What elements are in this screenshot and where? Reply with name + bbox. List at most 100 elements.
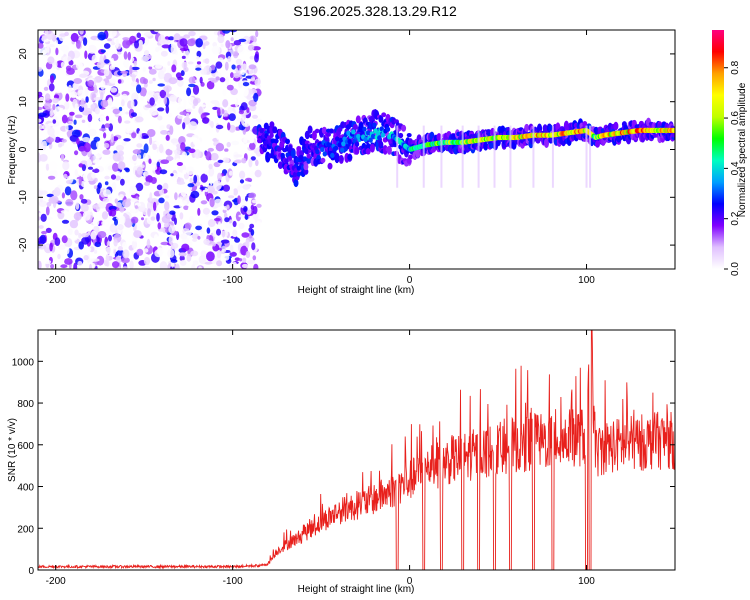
heatmap-noise-cell — [157, 70, 165, 80]
heatmap-noise-cell — [161, 44, 171, 49]
heatmap-noise-cell — [123, 59, 130, 68]
heatmap-noise-cell — [104, 123, 111, 128]
heatmap-noise-cell — [178, 115, 183, 120]
heatmap-noise-cell — [136, 143, 143, 148]
heatmap-noise-cell — [160, 125, 165, 130]
heatmap-noise-cell — [57, 166, 64, 171]
heatmap-noise-cell — [54, 136, 61, 143]
heatmap-noise-cell — [122, 241, 128, 249]
heatmap-noise-cell — [160, 50, 168, 57]
heatmap-noise-cell — [209, 132, 214, 138]
heatmap-noise-cell — [234, 154, 243, 158]
heatmap-noise-cell — [57, 253, 61, 260]
heatmap-halo-cell — [524, 123, 530, 132]
heatmap-noise-cell — [109, 208, 117, 217]
heatmap-noise-cell — [220, 230, 229, 238]
heatmap-noise-cell — [168, 36, 175, 41]
heatmap-noise-cell — [160, 241, 170, 246]
heatmap-noise-cell — [65, 93, 70, 102]
y-tick-label: 400 — [17, 483, 34, 494]
heatmap-noise-cell — [70, 32, 79, 42]
heatmap-noise-cell — [112, 152, 121, 162]
heatmap-noise-cell — [249, 133, 255, 137]
heatmap-noise-cell — [82, 211, 91, 221]
heatmap-noise-cell — [98, 201, 107, 209]
heatmap-x-ticks: -200 -100 0 100 — [46, 30, 595, 286]
heatmap-noise-cell — [187, 61, 194, 65]
heatmap-noise-cell — [73, 212, 82, 221]
heatmap-halo-cell — [314, 128, 320, 134]
heatmap-halo-cell — [369, 143, 375, 153]
colorbar-tick-label: 0.0 — [730, 262, 741, 276]
heatmap-noise-cell — [106, 85, 110, 92]
heatmap-noise-cell — [165, 134, 170, 141]
heatmap-noise-cell — [60, 61, 65, 68]
heatmap-noise-cell — [80, 180, 90, 188]
heatmap-halo-cell — [415, 149, 421, 159]
heatmap-noise-cell — [143, 97, 148, 106]
heatmap-streak — [422, 125, 425, 188]
heatmap-noise-cell — [206, 80, 215, 90]
heatmap-noise-cell — [153, 201, 157, 211]
heatmap-noise-cell — [199, 76, 203, 84]
heatmap-noise-cell — [165, 156, 174, 162]
heatmap-noise-cell — [237, 195, 241, 205]
heatmap-noise-cell — [242, 184, 251, 190]
heatmap-noise-cell — [229, 30, 238, 33]
snr-series — [38, 330, 675, 570]
heatmap-noise-cell — [216, 260, 223, 267]
heatmap-noise-cell — [113, 239, 118, 247]
heatmap-noise-cell — [241, 232, 250, 238]
heatmap-noise-cell — [170, 44, 177, 55]
heatmap-noise-cell — [210, 64, 216, 71]
heatmap-noise-cell — [216, 249, 222, 259]
heatmap-noise-cell — [210, 100, 219, 104]
heatmap-streak — [585, 125, 588, 188]
heatmap-noise-cell — [38, 96, 46, 106]
heatmap-noise-cell — [212, 106, 219, 110]
heatmap-noise-cell — [180, 187, 187, 197]
heatmap-noise-cell — [233, 160, 242, 164]
heatmap-halo-cell — [277, 161, 283, 169]
heatmap-noise-cell — [79, 30, 84, 35]
heatmap-ridge-cell — [368, 137, 373, 143]
heatmap-noise-cell — [183, 34, 191, 39]
heatmap-y-ticks: -20 -10 0 10 20 — [18, 48, 675, 252]
heatmap-noise-cell — [116, 144, 124, 152]
heatmap-noise-cell — [74, 103, 79, 110]
heatmap-noise-cell — [60, 153, 65, 161]
heatmap-noise-cell — [129, 198, 138, 202]
heatmap-noise-cell — [75, 39, 81, 49]
heatmap-noise-cell — [63, 101, 70, 110]
heatmap-noise-cell — [115, 202, 122, 209]
y-tick-label: 800 — [17, 399, 34, 410]
heatmap-noise-cell — [183, 205, 189, 211]
heatmap-noise-cell — [217, 172, 222, 181]
heatmap-noise-cell — [161, 215, 171, 224]
heatmap-noise-cell — [207, 147, 214, 152]
heatmap-cells — [38, 30, 675, 269]
heatmap-noise-cell — [197, 207, 201, 216]
heatmap-noise-cell — [241, 263, 249, 269]
heatmap-halo-cell — [285, 138, 290, 145]
heatmap-noise-cell — [232, 188, 239, 196]
heatmap-noise-cell — [192, 84, 200, 95]
heatmap-noise-cell — [186, 253, 192, 262]
heatmap-noise-cell — [242, 257, 247, 263]
heatmap-noise-cell — [48, 161, 58, 171]
heatmap-noise-cell — [133, 230, 142, 238]
heatmap-noise-cell — [107, 38, 112, 42]
heatmap-noise-cell — [77, 89, 86, 98]
heatmap-ridge-cell — [284, 158, 289, 164]
heatmap-noise-cell — [233, 72, 240, 79]
heatmap-ridge-cell — [340, 147, 345, 153]
heatmap-noise-cell — [81, 119, 86, 124]
heatmap-noise-cell — [135, 182, 144, 192]
heatmap-noise-cell — [211, 79, 218, 83]
heatmap-noise-cell — [90, 230, 97, 240]
heatmap-noise-cell — [157, 115, 163, 121]
heatmap-ridge-cell — [671, 127, 675, 133]
heatmap-noise-cell — [225, 76, 230, 87]
heatmap-noise-cell — [239, 74, 243, 80]
